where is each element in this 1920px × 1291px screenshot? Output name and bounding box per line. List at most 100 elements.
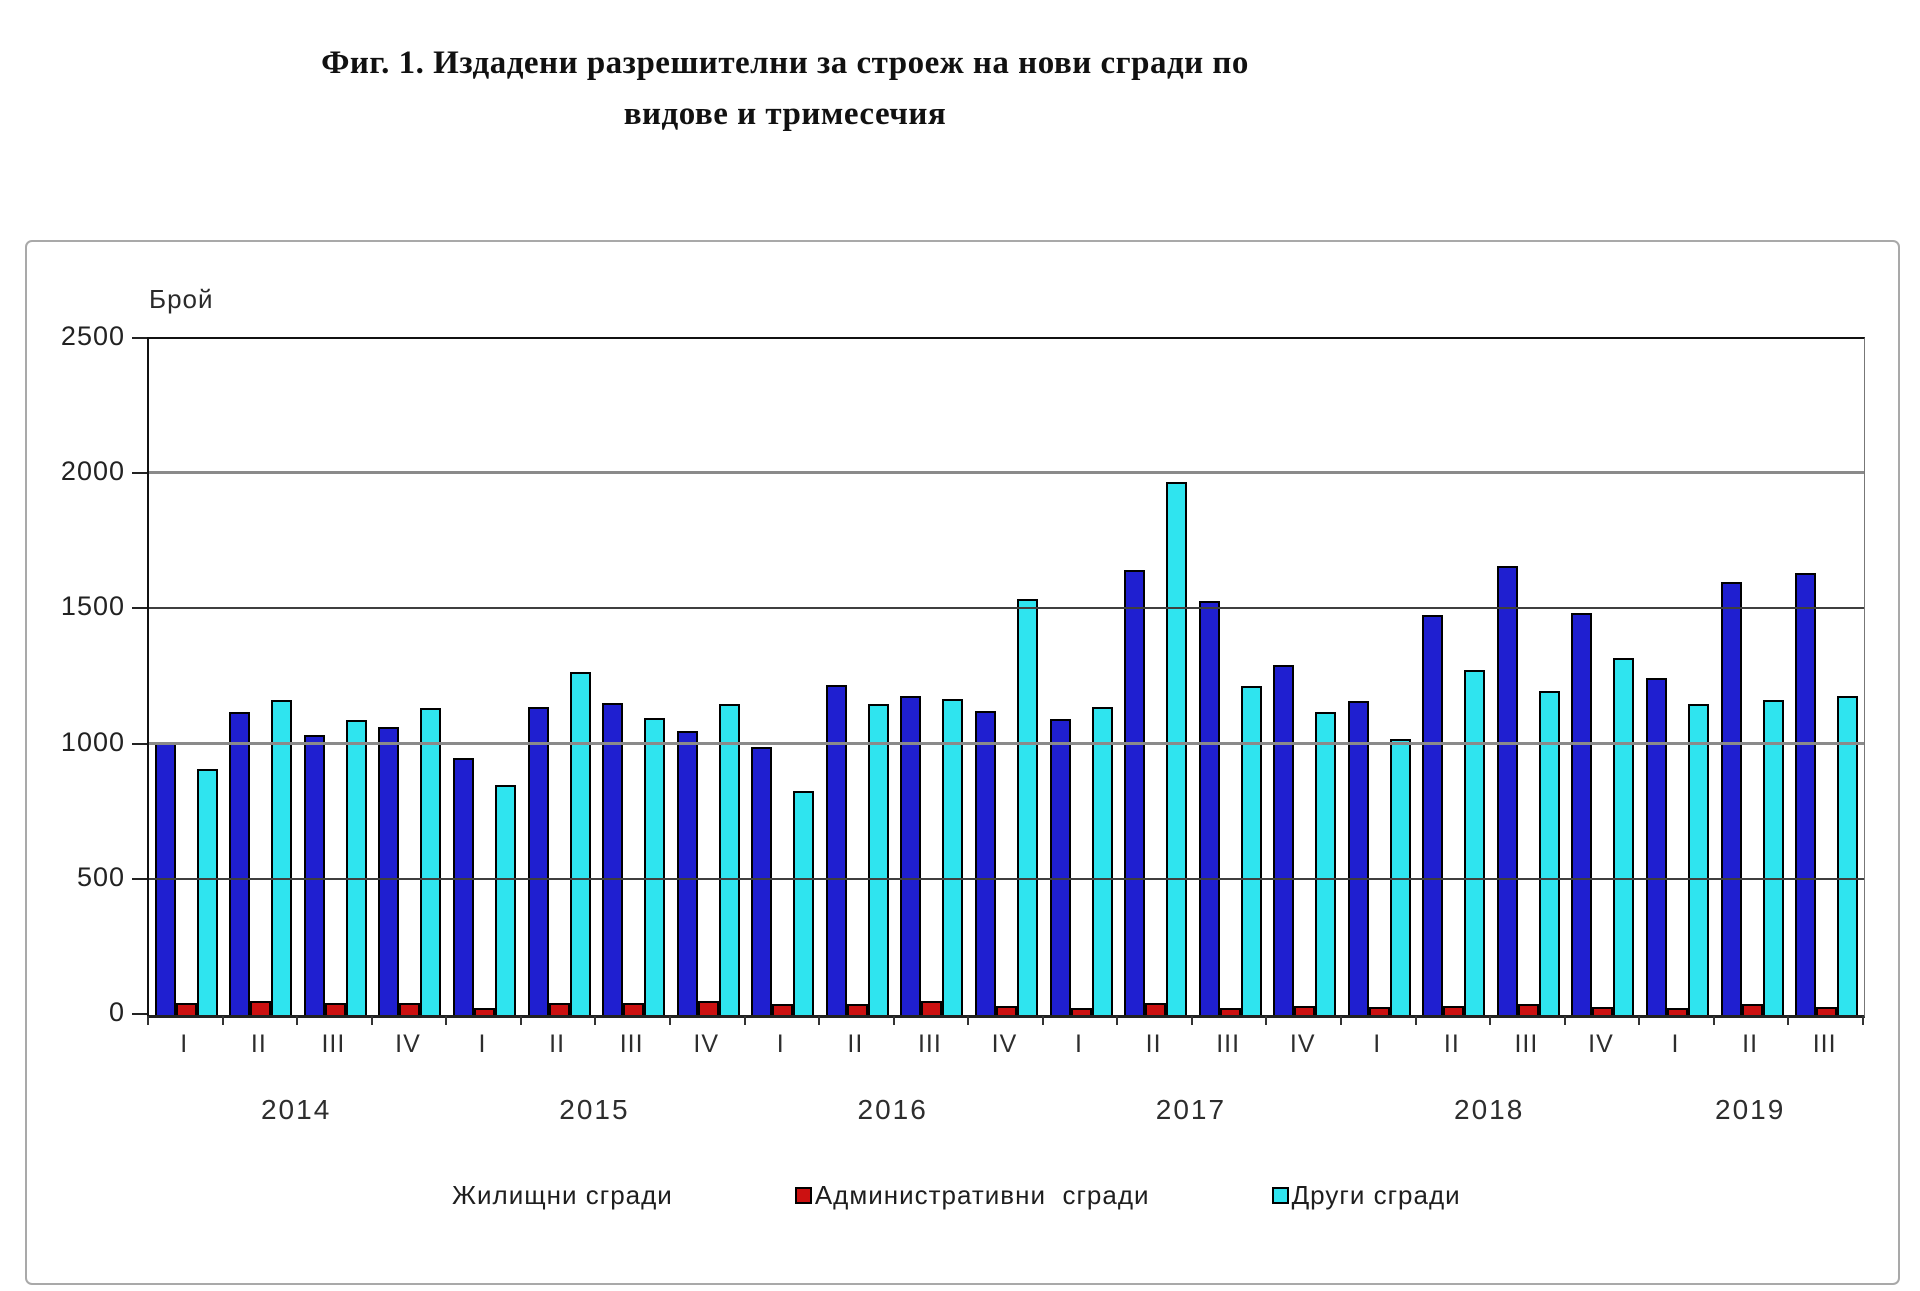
bar-administrative-2019-III bbox=[1816, 1006, 1838, 1015]
x-tick-mark bbox=[1190, 1016, 1193, 1025]
bar-administrative-2016-IV bbox=[995, 1005, 1017, 1015]
y-tick-mark bbox=[132, 1013, 147, 1015]
bar-administrative-2018-III bbox=[1517, 1004, 1539, 1015]
bar-residential-2018-III bbox=[1496, 566, 1518, 1015]
bar-residential-2017-III bbox=[1198, 601, 1220, 1015]
quarter-group-2014-III bbox=[298, 339, 373, 1015]
bar-other-2018-IV bbox=[1613, 658, 1635, 1015]
quarter-group-2016-I bbox=[746, 339, 821, 1015]
quarter-group-2018-III bbox=[1491, 339, 1566, 1015]
quarter-label: III bbox=[1216, 1030, 1241, 1058]
y-tick-label: 0 bbox=[108, 997, 125, 1027]
bar-other-2017-III bbox=[1240, 686, 1262, 1015]
bar-residential-2018-II bbox=[1422, 614, 1444, 1015]
x-tick-mark bbox=[743, 1016, 746, 1025]
x-tick-mark bbox=[1265, 1016, 1268, 1025]
bar-other-2016-IV bbox=[1016, 598, 1038, 1015]
quarter-group-2019-II bbox=[1715, 339, 1790, 1015]
quarter-label: I bbox=[478, 1030, 487, 1058]
year-label: 2017 bbox=[1155, 1094, 1227, 1125]
bar-other-2015-II bbox=[569, 671, 591, 1015]
bar-administrative-2018-I bbox=[1368, 1006, 1390, 1015]
x-tick-mark bbox=[519, 1016, 522, 1025]
x-tick-mark bbox=[1563, 1016, 1566, 1025]
quarter-label: II bbox=[847, 1030, 864, 1058]
x-tick-mark bbox=[1489, 1016, 1492, 1025]
quarter-label: II bbox=[1443, 1030, 1460, 1058]
bar-other-2014-III bbox=[345, 720, 367, 1015]
y-tick-label: 1500 bbox=[60, 591, 125, 622]
bar-administrative-2017-III bbox=[1219, 1008, 1241, 1015]
legend-marker-administrative bbox=[794, 1187, 812, 1204]
y-axis-title: Брой bbox=[149, 284, 214, 314]
quarter-label: IV bbox=[395, 1030, 421, 1058]
bar-administrative-2018-II bbox=[1443, 1005, 1465, 1015]
quarter-group-2016-IV bbox=[969, 339, 1044, 1015]
legend-label-administrative: Административни сгради bbox=[814, 1180, 1150, 1210]
quarter-group-2017-IV bbox=[1267, 339, 1342, 1015]
chart-panel: Брой 0 500 1000 1500 2000 2500 I II III IV I II III… bbox=[25, 240, 1900, 1285]
legend-item-other: Други сгради bbox=[1271, 1180, 1461, 1211]
quarter-label: III bbox=[1514, 1030, 1539, 1058]
quarter-label: III bbox=[321, 1030, 346, 1058]
bar-administrative-2015-IV bbox=[697, 1001, 719, 1015]
y-tick-mark bbox=[132, 742, 147, 745]
x-tick-mark bbox=[296, 1016, 299, 1025]
bar-administrative-2014-III bbox=[324, 1002, 346, 1015]
bar-residential-2015-IV bbox=[676, 731, 698, 1015]
x-tick-mark bbox=[1787, 1016, 1790, 1025]
year-label: 2014 bbox=[260, 1094, 332, 1125]
bar-residential-2018-IV bbox=[1571, 613, 1593, 1015]
bar-other-2019-II bbox=[1762, 699, 1784, 1015]
year-label: 2015 bbox=[559, 1094, 630, 1125]
x-tick-mark bbox=[1638, 1016, 1641, 1025]
legend-label-residential: Жилищни сгради bbox=[452, 1180, 673, 1210]
bar-residential-2018-I bbox=[1347, 701, 1369, 1015]
x-tick-mark bbox=[818, 1016, 821, 1025]
x-axis-year-labels: 2014 2015 2016 2017 2018 2019 bbox=[147, 1094, 1862, 1130]
quarter-label: I bbox=[776, 1030, 785, 1058]
quarter-group-2017-II bbox=[1118, 339, 1193, 1015]
x-tick-mark bbox=[370, 1016, 373, 1025]
quarter-label: I bbox=[180, 1030, 189, 1058]
bar-other-2014-I bbox=[196, 768, 218, 1015]
y-tick-mark bbox=[132, 877, 147, 880]
bar-administrative-2014-IV bbox=[399, 1002, 421, 1015]
legend-marker-other bbox=[1271, 1187, 1289, 1204]
quarter-label: III bbox=[917, 1030, 942, 1058]
bar-other-2017-II bbox=[1166, 482, 1188, 1015]
year-label: 2016 bbox=[857, 1094, 928, 1125]
y-tick-mark bbox=[132, 337, 147, 339]
gridline-2000 bbox=[149, 471, 1864, 475]
bar-administrative-2016-I bbox=[772, 1004, 794, 1015]
bar-other-2016-III bbox=[942, 698, 964, 1015]
bar-administrative-2017-I bbox=[1070, 1008, 1092, 1015]
quarter-label: II bbox=[250, 1030, 267, 1058]
y-tick-mark bbox=[132, 607, 147, 610]
quarter-group-2015-IV bbox=[671, 339, 746, 1015]
bar-residential-2016-II bbox=[825, 685, 847, 1015]
quarter-label: IV bbox=[1588, 1030, 1614, 1058]
bar-other-2015-IV bbox=[718, 704, 740, 1015]
quarter-group-2015-III bbox=[596, 339, 671, 1015]
quarter-label: I bbox=[1075, 1030, 1083, 1058]
y-tick-label: 2500 bbox=[60, 321, 125, 351]
bar-administrative-2017-II bbox=[1145, 1002, 1167, 1015]
bar-residential-2019-I bbox=[1646, 678, 1668, 1015]
x-tick-mark bbox=[1862, 1016, 1864, 1025]
x-tick-mark bbox=[892, 1016, 895, 1025]
bar-residential-2017-I bbox=[1049, 718, 1071, 1015]
bar-residential-2016-I bbox=[751, 747, 773, 1015]
bar-other-2019-I bbox=[1688, 704, 1710, 1015]
bar-other-2017-IV bbox=[1315, 712, 1337, 1015]
y-tick-label: 1000 bbox=[60, 726, 125, 757]
quarter-label: II bbox=[1145, 1030, 1162, 1058]
year-label: 2018 bbox=[1454, 1094, 1525, 1125]
x-axis-quarter-labels: I II III IV I II III IV I II III IV I II III IV I II III IV… bbox=[147, 1030, 1862, 1059]
legend: Жилищни сгради Административни сгради Друг… bbox=[432, 1180, 1461, 1211]
bar-other-2014-II bbox=[271, 699, 293, 1015]
bar-residential-2015-III bbox=[602, 702, 624, 1015]
x-tick-mark bbox=[147, 1016, 149, 1025]
plot-area bbox=[147, 337, 1865, 1018]
